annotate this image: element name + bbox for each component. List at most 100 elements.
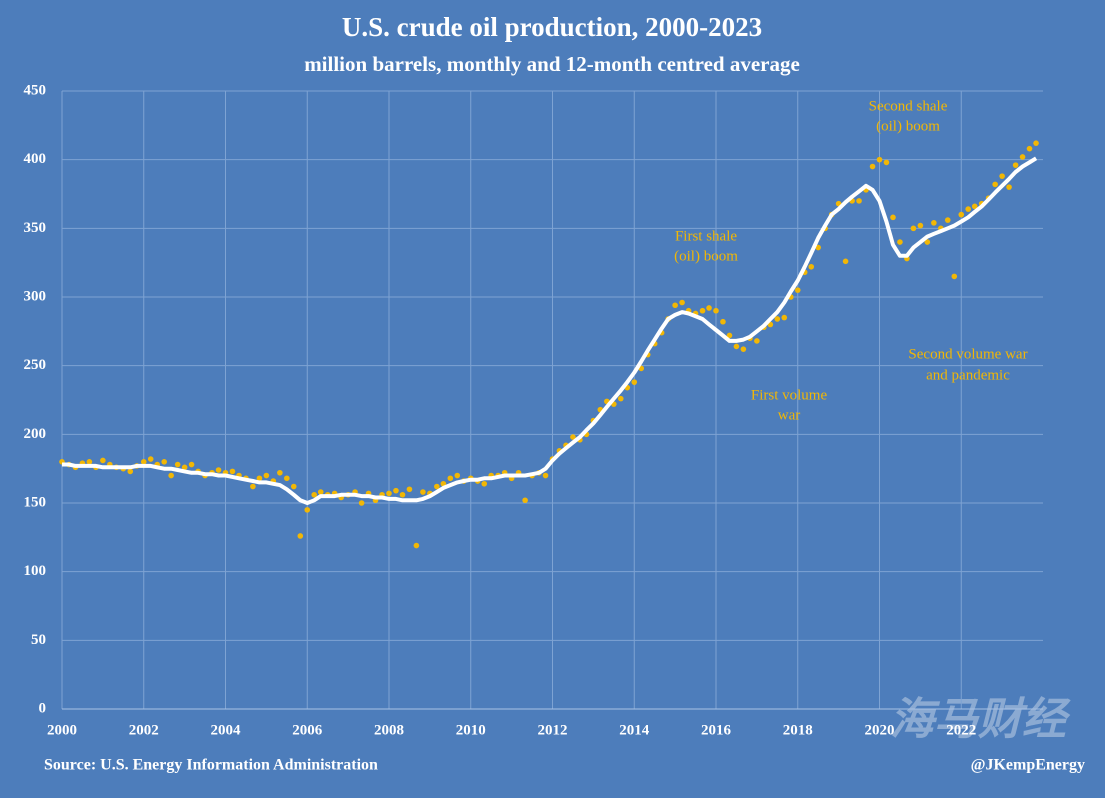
data-point bbox=[1006, 184, 1012, 190]
y-tick-label: 450 bbox=[24, 82, 47, 98]
data-point bbox=[869, 163, 876, 170]
data-point bbox=[944, 217, 951, 223]
data-point bbox=[631, 379, 638, 385]
annotation: (oil) boom bbox=[876, 118, 940, 134]
data-point bbox=[910, 225, 917, 232]
data-point bbox=[100, 457, 106, 464]
data-point bbox=[386, 490, 392, 497]
data-point bbox=[1026, 145, 1033, 152]
data-point bbox=[883, 159, 890, 166]
data-point bbox=[856, 198, 862, 204]
y-tick-label: 300 bbox=[24, 288, 47, 304]
watermark: 海马财经 bbox=[890, 694, 1071, 745]
data-point bbox=[140, 459, 147, 465]
data-point bbox=[924, 239, 931, 245]
x-tick-label: 2022 bbox=[946, 722, 976, 738]
x-tick-label: 2014 bbox=[619, 722, 650, 738]
data-point bbox=[229, 468, 236, 475]
y-tick-label: 100 bbox=[24, 563, 47, 579]
data-point bbox=[277, 469, 283, 476]
annotation: Second shale bbox=[869, 98, 948, 114]
data-point bbox=[454, 472, 461, 479]
annotation: Second volume war bbox=[908, 346, 1027, 362]
data-point bbox=[127, 468, 134, 475]
annotation: war bbox=[778, 407, 801, 423]
data-point bbox=[284, 475, 290, 482]
x-tick-label: 2012 bbox=[538, 722, 568, 738]
y-tick-label: 50 bbox=[31, 632, 46, 648]
data-point bbox=[181, 464, 188, 471]
data-point bbox=[672, 302, 678, 309]
data-point bbox=[304, 507, 311, 513]
x-tick-label: 2000 bbox=[47, 722, 77, 738]
data-point bbox=[290, 483, 297, 490]
data-point bbox=[358, 500, 365, 506]
data-point bbox=[754, 338, 760, 344]
annotations: First shale (oil) boom First volume war … bbox=[674, 98, 1027, 423]
data-point bbox=[679, 299, 685, 306]
data-point bbox=[161, 459, 167, 465]
data-point bbox=[570, 434, 576, 440]
data-point bbox=[706, 305, 712, 311]
data-point bbox=[86, 459, 93, 465]
data-point bbox=[781, 314, 788, 321]
data-point bbox=[406, 486, 413, 493]
y-tick-label: 250 bbox=[24, 357, 47, 373]
data-point bbox=[297, 533, 304, 539]
data-point bbox=[256, 475, 263, 482]
source: Source: U.S. Energy Information Administ… bbox=[44, 757, 378, 774]
data-point bbox=[842, 258, 849, 265]
annotation: (oil) boom bbox=[674, 248, 738, 264]
average-line bbox=[62, 156, 1038, 505]
data-point bbox=[413, 542, 420, 549]
data-point bbox=[917, 222, 924, 229]
data-point bbox=[617, 395, 624, 402]
data-point bbox=[713, 307, 719, 314]
data-point bbox=[1033, 140, 1039, 146]
data-point bbox=[794, 287, 801, 293]
data-point bbox=[542, 472, 549, 479]
data-point bbox=[999, 173, 1005, 179]
x-tick-label: 2018 bbox=[783, 722, 813, 738]
x-tick-label: 2008 bbox=[374, 722, 404, 738]
data-point bbox=[740, 346, 747, 352]
data-point bbox=[897, 239, 903, 245]
data-point bbox=[951, 273, 958, 280]
data-point bbox=[774, 316, 781, 322]
y-tick-label: 0 bbox=[39, 700, 47, 716]
data-point bbox=[958, 211, 965, 218]
data-point bbox=[1019, 154, 1026, 160]
data-point bbox=[317, 489, 324, 495]
chart-title: U.S. crude oil production, 2000-2023 bbox=[342, 12, 762, 42]
data-point bbox=[263, 472, 270, 479]
y-tick-label: 150 bbox=[24, 494, 47, 510]
y-tick-label: 200 bbox=[24, 426, 47, 442]
data-point bbox=[447, 475, 454, 482]
x-tick-label: 2020 bbox=[865, 722, 895, 738]
data-point bbox=[815, 244, 821, 251]
data-point bbox=[481, 480, 488, 487]
x-tick-label: 2004 bbox=[211, 722, 242, 738]
data-point bbox=[876, 156, 883, 163]
annotation: and pandemic bbox=[926, 367, 1010, 383]
data-point bbox=[699, 307, 706, 314]
data-point bbox=[393, 487, 399, 494]
data-point bbox=[522, 497, 528, 504]
data-point bbox=[720, 318, 726, 325]
data-point bbox=[188, 461, 195, 468]
data-point bbox=[733, 343, 740, 350]
data-point bbox=[992, 181, 998, 188]
y-tick-label: 350 bbox=[24, 220, 47, 236]
x-tick-label: 2002 bbox=[129, 722, 159, 738]
data-point bbox=[399, 491, 406, 498]
data-point bbox=[168, 472, 174, 479]
data-point bbox=[311, 491, 317, 498]
data-point bbox=[971, 203, 978, 210]
y-tick-label: 400 bbox=[24, 151, 47, 167]
data-point bbox=[215, 467, 222, 473]
data-point bbox=[434, 483, 440, 490]
data-point bbox=[931, 220, 937, 226]
data-point bbox=[440, 480, 447, 487]
data-point bbox=[147, 456, 154, 462]
